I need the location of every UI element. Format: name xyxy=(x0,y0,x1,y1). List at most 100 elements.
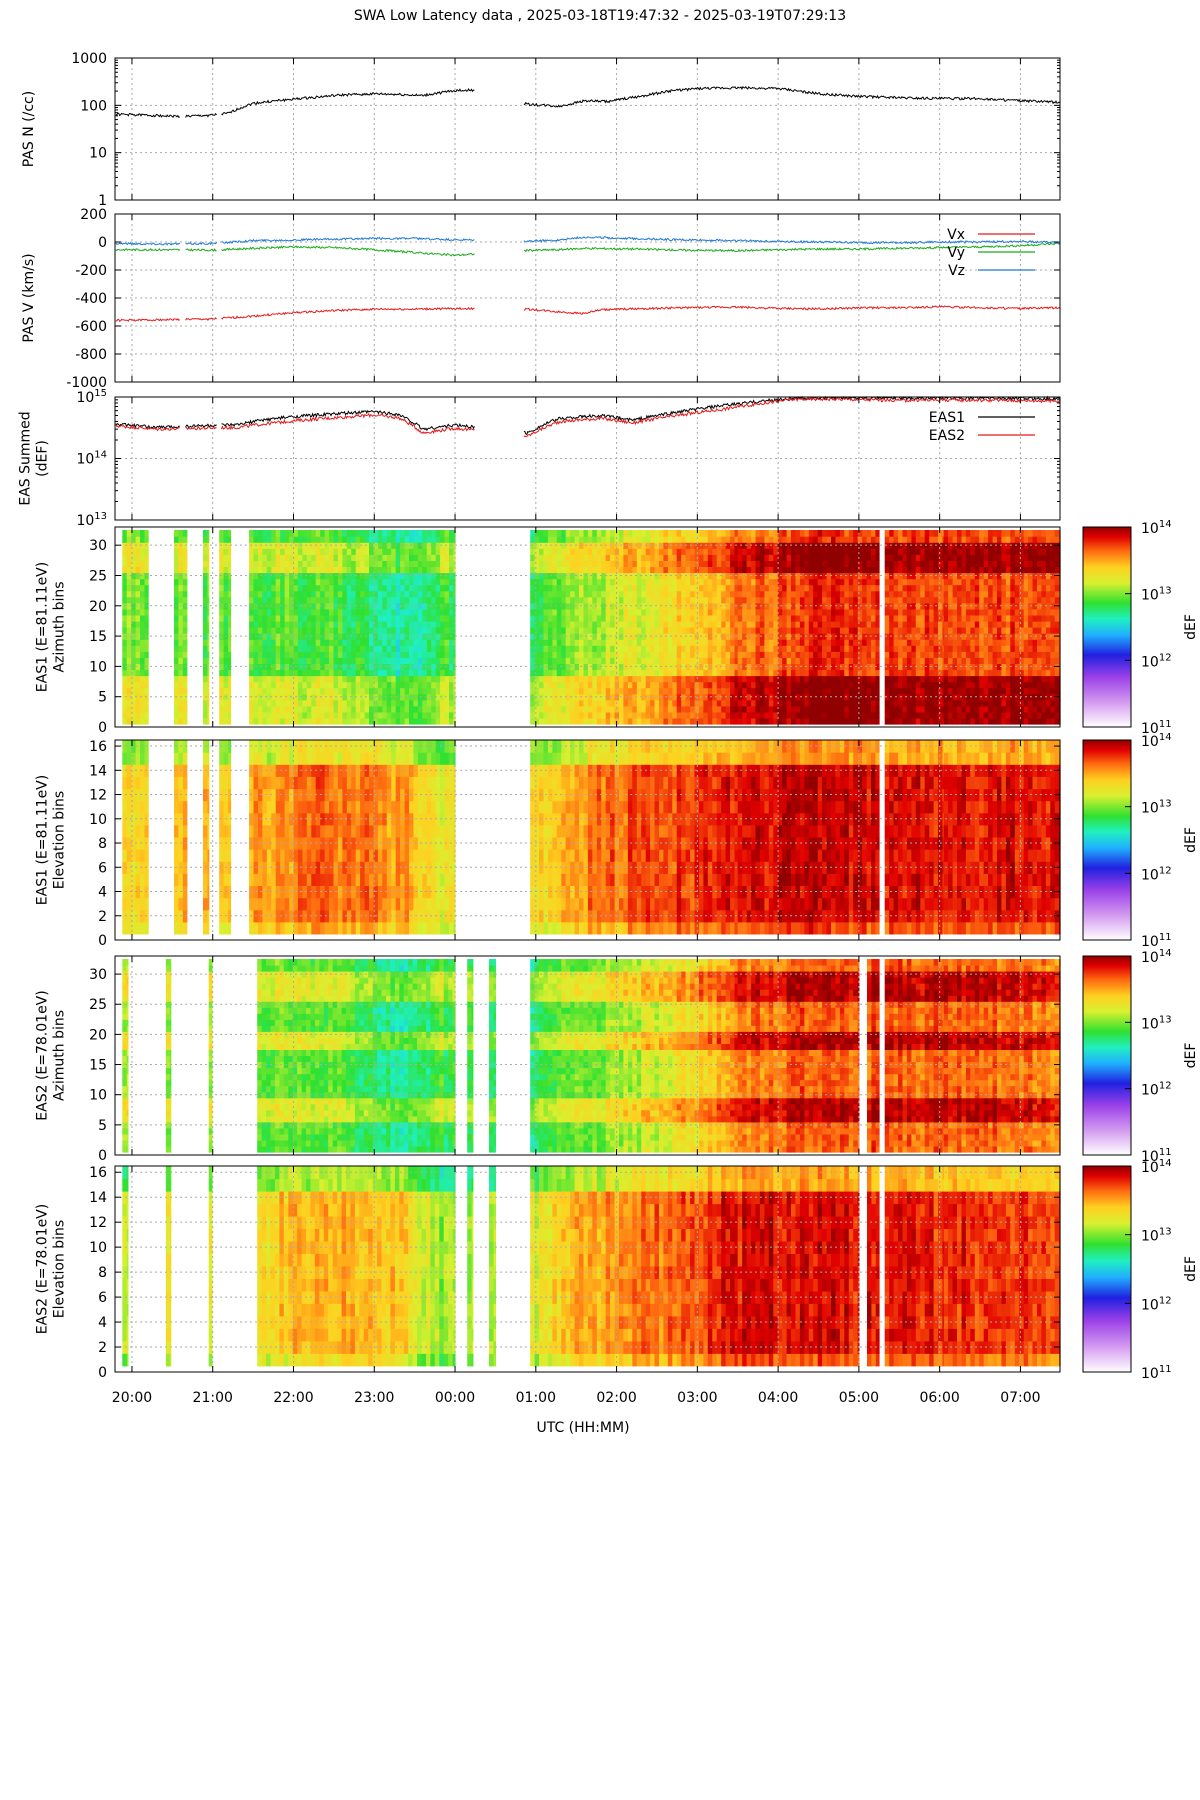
eas1_az-cell xyxy=(610,633,616,640)
eas1_az-cell xyxy=(601,620,607,628)
eas1_az-cell xyxy=(449,699,454,707)
eas1_az-cell xyxy=(605,717,611,725)
eas1_az-cell xyxy=(355,596,361,604)
eas1_az-cell xyxy=(422,548,428,555)
eas1_az-cell xyxy=(426,711,432,719)
eas1_az-cell xyxy=(360,693,366,701)
eas1_az-cell xyxy=(253,548,259,555)
eas1_az-cell xyxy=(284,675,290,683)
eas1_az-cell xyxy=(324,711,330,719)
eas1_az-cell xyxy=(360,639,366,646)
eas1_az-cell xyxy=(804,645,810,652)
eas1_az-cell xyxy=(280,548,286,555)
eas1_az-cell xyxy=(565,663,571,671)
eas1_az-cell xyxy=(898,639,904,646)
eas1_az-cell xyxy=(395,627,401,634)
eas1_az-cell xyxy=(853,566,859,574)
eas1_az-cell xyxy=(857,657,863,664)
eas1_az-cell xyxy=(835,530,841,537)
eas1_az-cell xyxy=(135,699,141,707)
eas1_az-cell xyxy=(570,596,576,604)
eas1_az-cell xyxy=(324,645,330,652)
eas1_az-cell xyxy=(144,584,149,592)
eas1_az-cell xyxy=(284,681,290,689)
eas1_az-cell xyxy=(135,657,141,664)
eas1_az-cell xyxy=(324,608,330,616)
eas1_az-cell xyxy=(844,584,850,592)
eas1_az-cell xyxy=(853,639,859,646)
eas1_az-cell xyxy=(351,657,357,664)
eas1_az-cell xyxy=(219,711,225,719)
eas1_az-cell xyxy=(293,560,299,567)
eas1_az-cell xyxy=(641,530,647,537)
eas1_az-cell xyxy=(605,681,611,689)
eas1_az-cell xyxy=(386,705,392,713)
eas1_az-cell xyxy=(587,620,593,628)
eas1_az-cell xyxy=(329,584,334,592)
eas1_az-cell xyxy=(355,705,361,713)
eas1_az-cell xyxy=(737,608,743,616)
eas1_az-cell xyxy=(333,554,339,561)
eas1_az-cell xyxy=(223,614,229,622)
eas1_az-cell xyxy=(386,584,392,592)
eas1_az-cell xyxy=(431,566,437,574)
eas1_az-cell xyxy=(547,620,553,628)
eas1_az-cell xyxy=(289,705,295,713)
eas1_az-cell xyxy=(676,663,682,671)
eas1_az-cell xyxy=(786,566,792,574)
eas1_az-cell xyxy=(131,693,137,701)
eas1_az-cell xyxy=(751,663,757,671)
eas1_az-cell xyxy=(725,554,731,561)
eas1_az-cell xyxy=(893,627,899,634)
eas1_az-cell xyxy=(182,614,188,622)
eas1_az-cell xyxy=(315,645,321,652)
eas1_az-cell xyxy=(623,548,629,555)
eas1_az-cell xyxy=(131,590,137,598)
eas1_az-cell xyxy=(386,542,392,549)
eas1_az-cell xyxy=(266,657,272,664)
eas1_az-cell xyxy=(915,705,921,713)
eas1_az-cell xyxy=(275,717,281,725)
eas1_az-cell xyxy=(884,596,890,604)
eas1_az-cell xyxy=(721,566,727,574)
eas1_az-cell xyxy=(707,584,713,592)
eas1_az-cell xyxy=(804,614,810,622)
eas1_az-cell xyxy=(431,560,437,567)
eas1_az-cell xyxy=(685,657,691,664)
eas1_az-cell xyxy=(884,627,890,634)
eas1_az-cell xyxy=(844,675,850,683)
eas1_az-cell xyxy=(382,602,388,610)
eas1_az-cell xyxy=(547,717,553,725)
eas1_az-cell xyxy=(530,711,536,719)
eas1_az-cell xyxy=(782,542,788,549)
eas1_az-cell xyxy=(672,590,678,598)
eas1_az-cell xyxy=(409,560,414,567)
eas1_az-cell xyxy=(831,699,836,707)
eas1_az-cell xyxy=(707,608,713,616)
eas1_az-cell xyxy=(636,590,642,598)
eas1_az-cell xyxy=(862,663,868,671)
eas1_az-cell xyxy=(249,681,255,689)
eas1_az-cell xyxy=(144,560,149,567)
eas1_az-cell xyxy=(228,548,232,555)
eas1_az-cell xyxy=(817,536,823,543)
eas1_az-cell xyxy=(759,663,765,671)
eas1_az-cell xyxy=(795,657,801,664)
eas1_az-cell xyxy=(737,554,743,561)
eas1_az-cell xyxy=(530,596,536,604)
eas1_az-cell xyxy=(725,687,731,695)
eas1_az-cell xyxy=(667,566,673,574)
eas1_az-cell xyxy=(346,633,352,640)
eas1_az-cell xyxy=(377,608,383,616)
eas1_az-cell xyxy=(636,645,642,652)
eas1_az-cell xyxy=(795,687,801,695)
eas1_az-cell xyxy=(579,566,584,574)
eas1_az-cell xyxy=(898,608,904,616)
eas1_az-cell xyxy=(266,627,272,634)
eas1_az-cell xyxy=(289,620,295,628)
eas1_az-cell xyxy=(302,669,308,677)
eas1_az-cell xyxy=(126,699,132,707)
eas1_az-cell xyxy=(178,554,184,561)
eas1_az-cell xyxy=(681,699,687,707)
eas1_az-cell xyxy=(786,548,792,555)
